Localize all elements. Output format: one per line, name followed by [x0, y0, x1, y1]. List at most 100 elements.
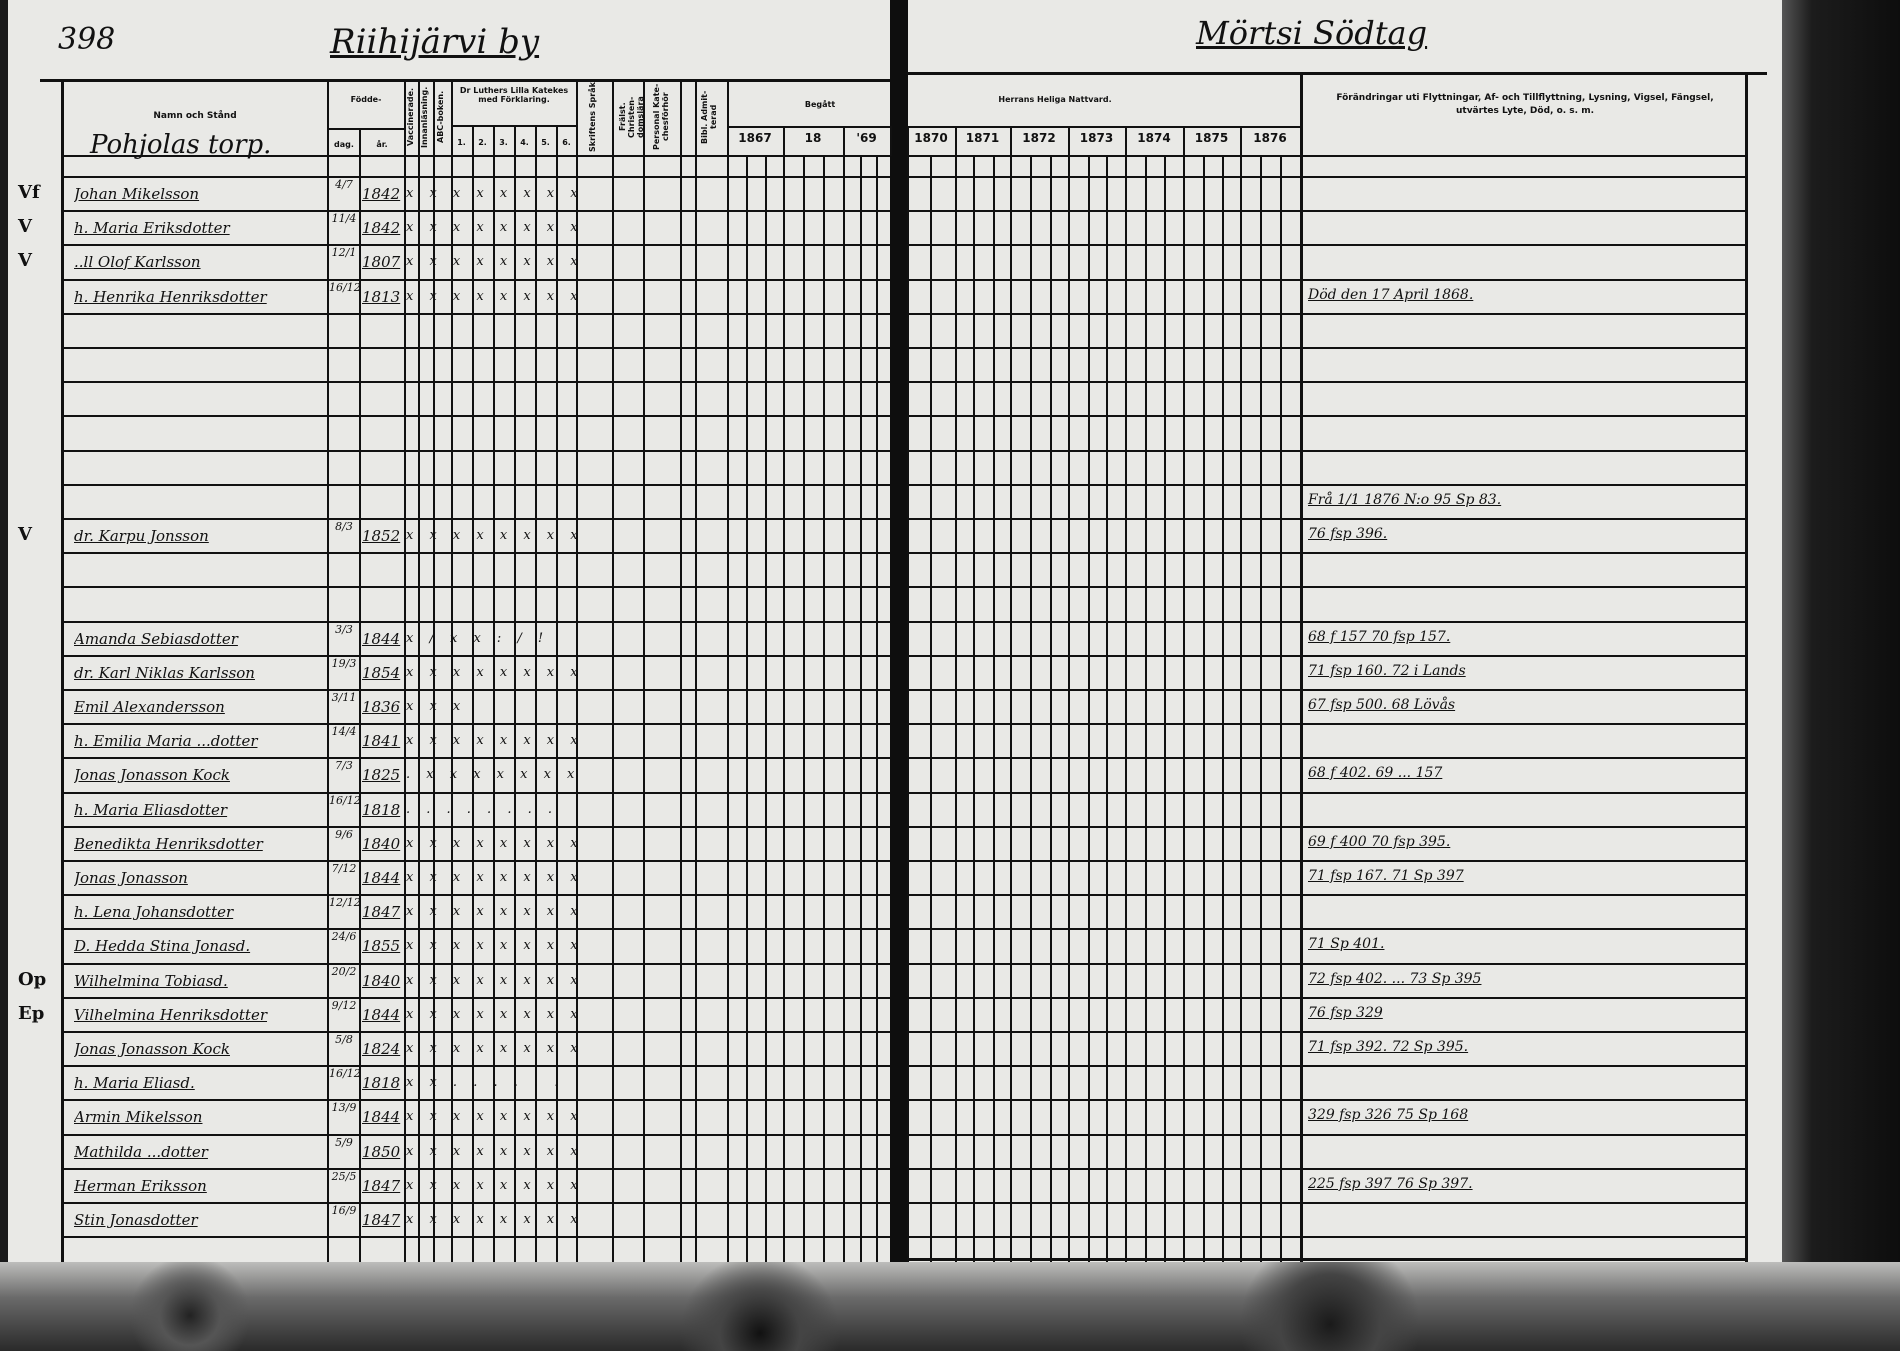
row-line	[61, 1031, 890, 1033]
person-name: h. Maria Eriksdotter	[74, 219, 230, 237]
remark-note: 71 fsp 392. 72 Sp 395.	[1308, 1039, 1469, 1055]
row-line	[907, 826, 1745, 828]
row-line	[907, 1202, 1745, 1204]
person-name: D. Hedda Stina Jonasd.	[74, 937, 251, 955]
row-line	[907, 997, 1745, 999]
remark-note: 329 fsp 326 75 Sp 168	[1308, 1107, 1469, 1123]
table-top-line-right	[907, 72, 1767, 75]
scan-edge-right	[1782, 0, 1900, 1351]
village-title-left: Riihijärvi by	[330, 22, 540, 62]
row-line	[907, 313, 1745, 315]
row-line	[907, 723, 1745, 725]
person-name: Mathilda ...dotter	[74, 1143, 208, 1161]
column-line	[973, 155, 975, 1266]
catechism-marks: x x x x x x x x x	[406, 1041, 576, 1056]
header-catechism-part: 6.	[562, 138, 571, 147]
header-year-2: '69	[856, 131, 877, 145]
header-catechism: Dr Luthers Lilla Katekes med Förklaring.	[459, 86, 569, 104]
row-line	[907, 621, 1745, 623]
row-line	[907, 689, 1745, 691]
header-catechism-part: 5.	[541, 138, 550, 147]
column-line	[860, 155, 862, 1266]
column-line	[1240, 126, 1242, 1266]
column-line	[535, 125, 537, 1266]
header-year-6: 1873	[1079, 131, 1114, 145]
catechism-marks: x x x x x x x x	[406, 254, 576, 269]
row-line	[907, 484, 1745, 486]
row-line	[907, 279, 1745, 281]
birth-year: 1844	[362, 1108, 401, 1126]
village-title-right: Mörtsi Södtag	[1196, 14, 1428, 52]
column-line	[823, 155, 825, 1266]
row-line	[61, 415, 890, 417]
column-line	[612, 79, 614, 1266]
remark-note: 72 fsp 402. ... 73 Sp 395	[1308, 971, 1482, 987]
person-name: h. Maria Eliasd.	[74, 1074, 195, 1092]
header-year-7: 1874	[1137, 131, 1171, 145]
person-name: h. Lena Johansdotter	[74, 903, 234, 921]
row-line	[61, 518, 890, 520]
remark-note: 76 fsp 329	[1308, 1005, 1383, 1021]
header-day: dag.	[334, 140, 354, 149]
header-name: Namn och Stånd	[153, 111, 237, 121]
remark-note: 76 fsp 396.	[1308, 526, 1388, 542]
birth-day: 16/12	[329, 794, 361, 807]
birth-day: 12/1	[331, 246, 357, 259]
column-line	[433, 79, 435, 1266]
column-line	[472, 125, 474, 1266]
header-personal: Personal Kate-chesförhör	[652, 83, 670, 151]
year-column-line	[1125, 126, 1127, 156]
birth-day: 11/4	[331, 212, 357, 225]
catechism-marks: x / x x : / !	[406, 631, 550, 646]
row-line	[61, 928, 890, 930]
row-line	[61, 1099, 890, 1101]
birth-year: 1844	[362, 1006, 401, 1024]
column-line	[643, 79, 645, 1266]
column-line	[993, 155, 995, 1266]
row-line	[61, 689, 890, 691]
year-column-line	[1183, 126, 1185, 156]
birth-day: 12/12	[329, 896, 361, 909]
row-line	[907, 210, 1745, 212]
person-name: h. Henrika Henriksdotter	[74, 288, 267, 306]
column-line	[695, 79, 697, 1266]
birth-year: 1847	[362, 903, 401, 921]
header-bottom-line-left	[61, 155, 890, 157]
person-name: Armin Mikelsson	[74, 1108, 203, 1126]
birth-year: 1842	[362, 219, 401, 237]
row-line	[907, 655, 1745, 657]
remark-note: 67 fsp 500. 68 Lövås	[1308, 697, 1456, 713]
header-year-9: 1876	[1253, 131, 1287, 145]
margin-note: Ep	[18, 1003, 45, 1024]
row-line	[61, 621, 890, 623]
remark-note: 69 f 400 70 fsp 395.	[1308, 834, 1451, 850]
column-line	[1745, 72, 1748, 1266]
birth-day: 7/3	[335, 759, 353, 772]
row-line	[907, 894, 1745, 896]
column-line	[1145, 155, 1147, 1266]
row-line	[907, 1168, 1745, 1170]
margin-note: Vf	[18, 182, 40, 203]
column-line	[1164, 155, 1166, 1266]
header-doctrine: Frälst. Christen-domslära	[618, 96, 645, 138]
header-bottom-line-right	[907, 155, 1745, 157]
remark-note: Död den 17 April 1868.	[1308, 287, 1474, 303]
header-year-1: 18	[804, 131, 822, 145]
column-line	[1260, 155, 1262, 1266]
row-line	[61, 484, 890, 486]
torn-page-bottom	[0, 1262, 1900, 1351]
row-line	[907, 1236, 1745, 1238]
remark-note: 68 f 157 70 fsp 157.	[1308, 629, 1451, 645]
row-line	[61, 450, 890, 452]
row-line	[907, 347, 1745, 349]
page-number: 398	[58, 22, 116, 57]
year-column-line	[1068, 126, 1070, 156]
column-line	[327, 79, 329, 1266]
row-line	[61, 1168, 890, 1170]
catechism-marks: x x x x x x x x x	[406, 836, 576, 851]
header-scripture: Skriftens Språk	[588, 82, 597, 152]
year-column-line	[843, 126, 845, 156]
row-line	[907, 244, 1745, 246]
column-line	[783, 126, 785, 1266]
row-line	[907, 1031, 1745, 1033]
